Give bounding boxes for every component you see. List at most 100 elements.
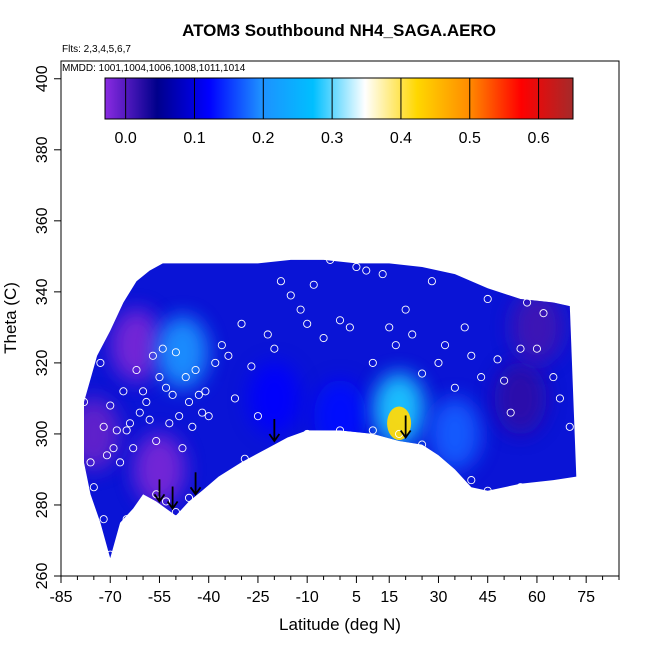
sample-point	[230, 394, 240, 403]
sample-point	[178, 444, 187, 453]
arrow-head	[399, 429, 412, 440]
sample-point	[122, 426, 131, 435]
sample-point	[106, 550, 115, 559]
sample-point	[112, 426, 121, 435]
y-tick-label: 300	[34, 420, 51, 447]
sample-point	[119, 387, 128, 396]
concentration-blob	[84, 397, 120, 471]
colorbar-tick-label: 0.2	[252, 130, 274, 147]
sample-point	[198, 408, 207, 417]
sample-point	[418, 440, 427, 449]
wind-arrow	[153, 479, 166, 503]
sample-point	[96, 358, 105, 367]
concentration-field	[84, 259, 577, 559]
sample-point	[142, 397, 151, 407]
colorbar: 0.0 0.1 0.2 0.3 0.4 0.5 0.6	[104, 77, 574, 147]
sample-point	[335, 316, 345, 325]
sample-point	[165, 419, 174, 428]
sample-point	[253, 412, 262, 421]
sample-point	[309, 280, 318, 289]
sample-point	[516, 344, 525, 353]
sample-point	[125, 419, 134, 428]
wind-arrow	[399, 415, 412, 440]
sample-point	[122, 515, 131, 524]
sample-point	[161, 383, 171, 392]
sample-point	[483, 486, 492, 495]
colorbar-tick-label: 0.0	[115, 130, 137, 147]
sample-point	[549, 373, 558, 382]
sample-point	[158, 344, 167, 353]
sample-point	[132, 365, 141, 375]
sample-point	[565, 422, 574, 431]
x-tick-label: -55	[148, 589, 171, 606]
sample-point	[188, 422, 197, 431]
y-tick-label: 280	[34, 492, 51, 519]
colorbar-tick-label: 0.4	[390, 130, 412, 147]
sample-point	[345, 323, 354, 332]
arrow-head	[166, 500, 179, 511]
colorbar-tick-label: 0.1	[183, 130, 205, 147]
sample-point	[217, 341, 226, 350]
x-tick-label: -85	[49, 589, 72, 606]
sample-point	[391, 341, 400, 350]
sample-point	[500, 376, 509, 385]
wind-arrow	[268, 419, 281, 443]
sample-point	[296, 305, 305, 314]
sample-point	[168, 390, 177, 399]
wind-arrow	[189, 472, 202, 496]
wind-arrow	[166, 486, 179, 511]
x-tick-label: 60	[528, 589, 546, 606]
sample-point	[135, 408, 144, 417]
sample-point	[516, 483, 525, 492]
colorbar-tick-label: 0.3	[321, 130, 343, 147]
x-tick-label: -25	[246, 589, 269, 606]
sample-point	[89, 483, 98, 492]
flights-subtitle: Flts: 2,3,4,5,6,7	[62, 44, 131, 55]
sample-point	[152, 436, 161, 446]
x-axis: -85 -70 -55 -40 -25 -10 5 15 30 45 60 75	[49, 576, 620, 606]
sample-point	[326, 255, 335, 264]
sample-point	[263, 451, 272, 460]
sample-point	[460, 323, 469, 332]
y-tick-label: 380	[34, 136, 51, 163]
concentration-blob	[494, 362, 547, 435]
sample-point	[194, 390, 203, 399]
sample-point	[263, 330, 272, 339]
sample-point	[523, 298, 532, 307]
sample-point	[368, 426, 377, 435]
chart-title: ATOM3 Southbound NH4_SAGA.AERO	[182, 21, 496, 40]
sample-point	[276, 277, 285, 286]
colorbar-fill	[104, 77, 574, 120]
wind-arrows	[153, 415, 412, 511]
sample-point	[129, 444, 138, 453]
sample-point	[184, 493, 194, 502]
colorbar-tick-label: 0.6	[527, 130, 549, 147]
sample-point	[116, 458, 125, 467]
sample-point	[319, 333, 328, 343]
sample-point	[352, 262, 361, 272]
sample-point	[102, 451, 112, 460]
sample-point	[565, 483, 574, 492]
x-tick-label: 15	[380, 589, 398, 606]
dates-subtitle: MMDD: 1001,1004,1006,1008,1011,1014	[62, 63, 246, 74]
sample-point	[106, 401, 115, 410]
sample-point	[539, 309, 548, 318]
x-tick-label: 30	[430, 589, 448, 606]
sample-point	[493, 355, 502, 364]
sample-point	[440, 341, 450, 350]
y-tick-label: 360	[34, 207, 51, 234]
sample-point	[175, 412, 184, 421]
sample-point	[237, 319, 246, 328]
sample-point	[450, 472, 459, 481]
arrow-head	[268, 433, 281, 443]
sample-point	[148, 351, 157, 360]
sample-point	[184, 397, 194, 407]
concentration-blob	[428, 397, 481, 471]
concentration-blob	[510, 290, 563, 364]
sample-point	[204, 412, 213, 421]
sample-point	[181, 373, 190, 382]
sample-point	[467, 351, 476, 360]
sample-point	[401, 305, 410, 314]
sample-point	[418, 369, 427, 378]
